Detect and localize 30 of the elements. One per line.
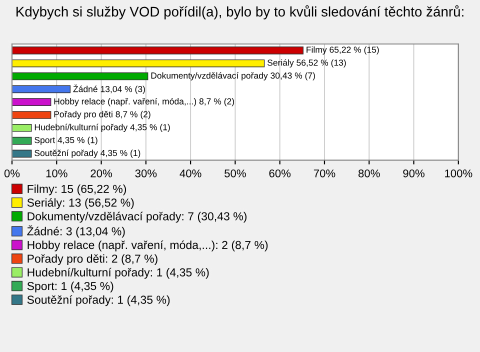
data-label: Hobby relace (např. vaření, móda,...) 8,7 % (2) bbox=[54, 98, 234, 106]
data-label: Žádné 13,04 % (3) bbox=[73, 84, 145, 94]
x-tick-label: 100% bbox=[445, 169, 472, 178]
legend-label: Filmy: 15 (65,22 %) bbox=[28, 184, 126, 196]
x-tick-label: 30% bbox=[135, 169, 157, 178]
chart-title: Kdybych si služby VOD pořídil(a), bylo by to kvůli sledování těchto žánrů: bbox=[16, 5, 464, 20]
legend-label: Hobby relace (např. vaření, móda,...): 2 (8,7 %) bbox=[28, 240, 268, 252]
data-label: Dokumenty/vzdělávací pořady 30,43 % (7) bbox=[151, 72, 315, 80]
data-label: Filmy 65,22 % (15) bbox=[306, 46, 379, 55]
data-label: Seriály 56,52 % (13) bbox=[267, 59, 346, 68]
legend-label: Pořady pro děti: 2 (8,7 %) bbox=[28, 254, 158, 266]
legend-label: Sport: 1 (4,35 %) bbox=[27, 282, 114, 292]
x-tick-label: 20% bbox=[90, 169, 112, 178]
x-tick-label: 10% bbox=[46, 169, 68, 178]
data-label: Hudební/kulturní pořady 4,35 % (1) bbox=[34, 124, 170, 132]
legend-label: Hudební/kulturní pořady: 1 (4,35 %) bbox=[28, 268, 209, 279]
x-tick-label: 70% bbox=[314, 169, 336, 178]
x-tick-label: 60% bbox=[269, 169, 291, 178]
data-label: Pořady pro děti 8,7 % (2) bbox=[54, 110, 150, 120]
legend-label: Dokumenty/vzdělávací pořady: 7 (30,43 %) bbox=[28, 212, 246, 223]
legend-label: Seriály: 13 (56,52 %) bbox=[27, 198, 134, 209]
x-tick-label: 80% bbox=[358, 169, 380, 178]
x-tick-label: 40% bbox=[180, 169, 202, 178]
x-tick-label: 90% bbox=[403, 169, 424, 178]
x-tick-label: 0% bbox=[4, 169, 20, 178]
x-tick-label: 50% bbox=[224, 169, 246, 178]
legend-label: Žádné: 3 (13,04 %) bbox=[27, 225, 125, 238]
data-label: Soutěžní pořady 4,35 % (1) bbox=[34, 150, 140, 158]
legend-label: Soutěžní pořady: 1 (4,35 %) bbox=[27, 295, 170, 306]
data-label: Sport 4,35 % (1) bbox=[34, 136, 98, 145]
